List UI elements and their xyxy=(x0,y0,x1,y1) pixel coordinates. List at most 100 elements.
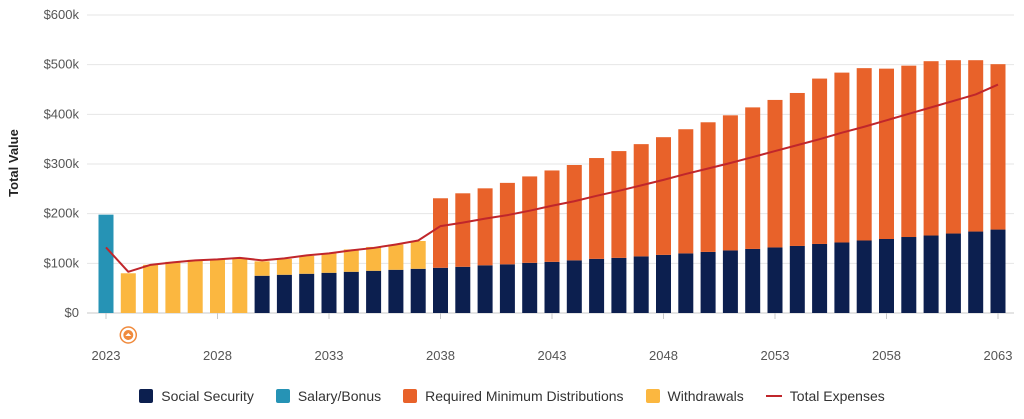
bar-social-security xyxy=(767,247,783,313)
legend-item-salary-bonus[interactable]: Salary/Bonus xyxy=(275,388,382,404)
bar-withdrawals xyxy=(321,253,337,273)
bar-social-security xyxy=(566,260,582,313)
bar-required-minimum-distributions xyxy=(499,182,515,265)
bar-withdrawals xyxy=(366,246,382,271)
bar-social-security xyxy=(789,245,805,313)
bar-required-minimum-distributions xyxy=(945,60,961,234)
legend-label: Salary/Bonus xyxy=(297,388,382,404)
bars xyxy=(98,60,1006,313)
bar-required-minimum-distributions xyxy=(856,68,872,241)
legend-item-total-expenses[interactable]: Total Expenses xyxy=(765,388,885,404)
bar-social-security xyxy=(589,258,605,313)
bar-social-security xyxy=(700,251,716,313)
bar-required-minimum-distributions xyxy=(745,107,761,249)
bar-social-security xyxy=(433,267,448,313)
bar-withdrawals xyxy=(143,264,159,313)
bar-social-security xyxy=(366,270,382,313)
bar-withdrawals xyxy=(410,240,426,269)
medal-icon xyxy=(125,333,132,336)
bar-social-security xyxy=(901,237,917,313)
y-tick-label: $100k xyxy=(44,255,80,270)
legend-swatch xyxy=(275,389,290,403)
bar-social-security xyxy=(722,250,738,313)
legend-swatch xyxy=(403,389,418,403)
x-tick-label: 2053 xyxy=(761,348,790,363)
bar-required-minimum-distributions xyxy=(477,188,493,266)
legend-label: Social Security xyxy=(161,388,254,404)
bar-required-minimum-distributions xyxy=(656,137,671,255)
bar-required-minimum-distributions xyxy=(879,68,894,239)
bar-required-minimum-distributions xyxy=(722,115,738,251)
y-axis: $0 $100k $200k $300k $400k $500k $600k xyxy=(44,7,80,320)
x-tick-label: 2038 xyxy=(426,348,455,363)
bar-social-security xyxy=(812,243,828,313)
bar-social-security xyxy=(522,262,538,313)
y-tick-label: $200k xyxy=(44,206,80,221)
bar-required-minimum-distributions xyxy=(544,170,560,262)
bar-required-minimum-distributions xyxy=(611,151,627,258)
legend-item-social-security[interactable]: Social Security xyxy=(139,388,254,404)
y-axis-label: Total Value xyxy=(6,129,21,197)
bar-required-minimum-distributions xyxy=(767,99,783,248)
bar-social-security xyxy=(656,254,671,313)
bar-withdrawals xyxy=(187,259,203,313)
bar-social-security xyxy=(321,272,337,313)
y-tick-label: $500k xyxy=(44,57,80,72)
bar-required-minimum-distributions xyxy=(700,122,716,252)
legend-swatch xyxy=(765,395,782,397)
bar-withdrawals xyxy=(120,273,136,313)
bar-required-minimum-distributions xyxy=(968,60,984,232)
bar-required-minimum-distributions xyxy=(633,144,649,257)
line-total-expenses xyxy=(105,83,999,273)
y-tick-label: $300k xyxy=(44,156,80,171)
total-expenses-line xyxy=(105,83,999,273)
bar-social-security xyxy=(856,240,872,313)
bar-social-security xyxy=(410,268,426,313)
legend-label: Withdrawals xyxy=(667,388,744,404)
x-tick-label: 2058 xyxy=(872,348,901,363)
legend-label: Required Minimum Distributions xyxy=(425,388,624,404)
bar-social-security xyxy=(343,271,359,313)
x-tick-label: 2043 xyxy=(538,348,567,363)
bar-withdrawals xyxy=(254,261,270,276)
legend-item-rmd[interactable]: Required Minimum Distributions xyxy=(403,388,624,404)
legend-item-withdrawals[interactable]: Withdrawals xyxy=(645,388,744,404)
x-axis: 2023 2028 2033 2038 2043 2048 2053 2058 2063 xyxy=(92,313,1013,363)
bar-social-security xyxy=(254,275,270,313)
bar-social-security xyxy=(745,248,761,313)
bar-withdrawals xyxy=(343,249,359,272)
bar-required-minimum-distributions xyxy=(812,78,828,244)
bar-withdrawals xyxy=(299,255,315,274)
legend: Social Security Salary/Bonus Required Mi… xyxy=(0,384,1024,408)
bar-social-security xyxy=(968,231,984,313)
bar-social-security xyxy=(544,261,560,313)
y-tick-label: $400k xyxy=(44,106,80,121)
bar-social-security xyxy=(388,269,404,313)
bar-social-security xyxy=(834,242,850,313)
bar-social-security xyxy=(477,265,493,313)
bar-withdrawals xyxy=(210,259,225,313)
y-tick-label: $600k xyxy=(44,7,80,22)
bar-withdrawals xyxy=(276,258,292,275)
bar-required-minimum-distributions xyxy=(522,176,538,263)
bar-social-security xyxy=(923,235,939,313)
bar-social-security xyxy=(945,233,961,313)
bar-withdrawals xyxy=(232,257,248,313)
bar-social-security xyxy=(455,266,471,313)
bar-required-minimum-distributions xyxy=(901,65,917,238)
x-tick-label: 2023 xyxy=(92,348,121,363)
y-tick-label: $0 xyxy=(65,305,79,320)
bar-social-security xyxy=(678,253,694,313)
x-tick-label: 2048 xyxy=(649,348,678,363)
bar-social-security xyxy=(879,238,894,313)
bar-required-minimum-distributions xyxy=(566,164,582,261)
milestone-marker[interactable] xyxy=(119,326,138,344)
bar-required-minimum-distributions xyxy=(923,61,939,236)
bar-social-security xyxy=(990,229,1006,313)
x-tick-label: 2033 xyxy=(315,348,344,363)
chart: $0 $100k $200k $300k $400k $500k $600k Total V… xyxy=(6,7,1014,363)
x-tick-label: 2063 xyxy=(984,348,1013,363)
bar-required-minimum-distributions xyxy=(834,72,850,243)
bar-required-minimum-distributions xyxy=(990,64,1006,230)
bar-withdrawals xyxy=(165,261,181,313)
